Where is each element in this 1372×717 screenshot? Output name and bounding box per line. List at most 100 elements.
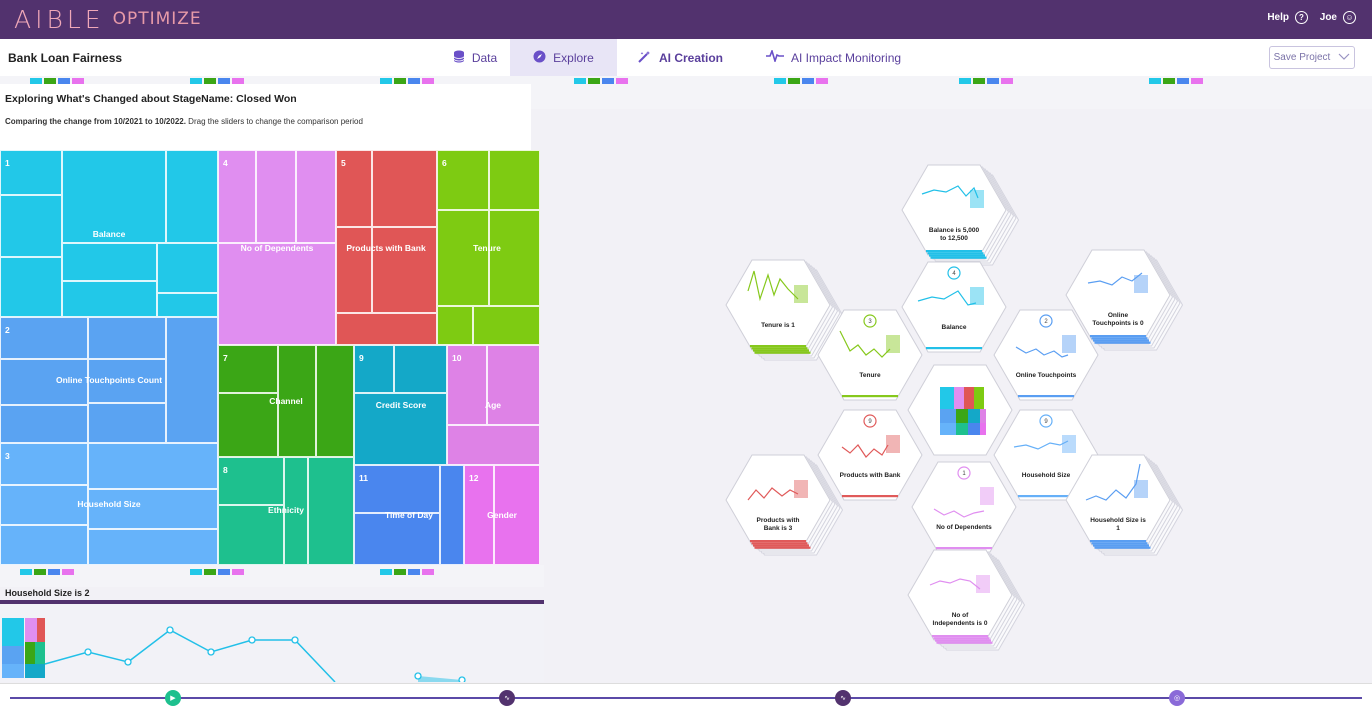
treemap-subcell[interactable] [437,150,489,210]
hex-node-products-with-bank[interactable]: Products with Bank 9 [817,409,923,501]
treemap-subcell[interactable] [354,393,447,465]
hex-shape [817,409,923,501]
hex-node-no-of-dependents[interactable]: No of Dependents 1 [911,461,1017,553]
treemap-subcell[interactable] [218,505,284,565]
treemap-subcell[interactable] [157,293,218,317]
user-menu[interactable]: Joe ☺ [1320,11,1356,24]
hex-node-household-size-is-1[interactable]: Household Size is1 [1065,454,1184,556]
treemap-subcell[interactable] [166,150,218,243]
timeline-target-icon[interactable]: ◎ [1169,690,1185,706]
app-logo[interactable]: AIBLE OPTIMIZE [14,4,202,34]
treemap-subcell[interactable] [354,345,394,393]
timeline-pulse-icon[interactable]: ∿ [499,690,515,706]
tab-ai-creation[interactable]: AI Creation [638,39,723,76]
treemap-subcell[interactable] [157,243,218,293]
treemap-subcell[interactable] [0,195,62,257]
treemap-subcell[interactable] [166,317,218,443]
treemap-subcell[interactable] [440,465,464,565]
hex-node-tenure[interactable]: Tenure 3 [817,309,923,401]
hex-node-balance[interactable]: Balance 4 [901,261,1007,353]
treemap-group-credit-score[interactable]: 9 Credit Score [354,345,447,465]
treemap-subcell[interactable] [336,313,437,345]
treemap-subcell[interactable] [473,306,540,345]
treemap-subcell[interactable] [0,317,88,359]
treemap-subcell[interactable] [437,306,473,345]
logo-main-text: AIBLE [14,4,105,34]
treemap-group-online-touchpoints-count[interactable]: 2 Online Touchpoints Count [0,317,218,443]
treemap-subcell[interactable] [284,457,308,565]
treemap-subcell[interactable] [437,210,489,306]
treemap-subcell[interactable] [62,281,157,317]
treemap-subcell[interactable] [0,443,88,485]
center-mini-cell [980,409,986,423]
tab-explore[interactable]: Explore [510,39,617,78]
treemap-subcell[interactable] [308,457,354,565]
treemap-subcell[interactable] [372,150,437,227]
treemap-subcell[interactable] [218,393,278,457]
treemap-subcell[interactable] [278,345,316,457]
hex-badge [863,414,877,428]
treemap-group-age[interactable]: 10 Age [447,345,540,465]
treemap-subcell[interactable] [316,345,354,457]
treemap-subcell[interactable] [447,425,540,465]
hex-badge [947,266,961,280]
treemap-subcell[interactable] [62,243,157,281]
treemap-subcell[interactable] [372,227,437,313]
hex-metric-bar [754,546,811,549]
treemap-subcell[interactable] [447,345,487,425]
treemap-subcell[interactable] [62,150,166,243]
tab-ai-impact-monitoring[interactable]: AI Impact Monitoring [766,39,901,76]
tab-data[interactable]: Data [440,39,510,76]
treemap-subcell[interactable] [354,465,440,513]
treemap-subcell[interactable] [296,150,336,243]
treemap-group-tenure[interactable]: 6 Tenure [437,150,540,345]
treemap-subcell[interactable] [394,345,447,393]
hex-metric-bar [1018,495,1074,498]
treemap-subcell[interactable] [0,359,88,405]
treemap-group-channel[interactable]: 7 Channel [218,345,354,457]
treemap-group-products-with-bank[interactable]: 5 Products with Bank [336,150,437,345]
treemap-subcell[interactable] [489,210,540,306]
treemap-subcell[interactable] [88,317,166,359]
treemap-subcell[interactable] [218,345,278,393]
treemap-group-time-of-day[interactable]: 11 Time of Day [354,465,464,565]
treemap-subcell[interactable] [336,150,372,227]
timeline-video-icon[interactable]: ▶ [165,690,181,706]
treemap-group-ethnicity[interactable]: 8 Ethnicity [218,457,354,565]
treemap-subcell[interactable] [0,150,62,195]
treemap-subcell[interactable] [256,150,296,243]
help-button[interactable]: Help ? [1267,11,1308,24]
treemap-subcell[interactable] [354,513,440,565]
treemap-subcell[interactable] [218,457,284,505]
timeline-pulse-icon[interactable]: ∿ [835,690,851,706]
treemap-subcell[interactable] [88,489,218,529]
treemap-subcell[interactable] [336,227,372,313]
treemap-subcell[interactable] [464,465,494,565]
save-project-button[interactable]: Save Project [1269,46,1355,69]
treemap-subcell[interactable] [0,485,88,525]
treemap-subcell[interactable] [88,529,218,565]
treemap-subcell[interactable] [0,257,62,317]
hex-metric-bar [751,542,808,545]
treemap-subcell[interactable] [88,359,166,403]
treemap-subcell[interactable] [0,525,88,565]
hex-node-tenure-is-1[interactable]: Tenure is 1 [725,259,844,361]
treemap-group-balance[interactable]: 1 Balance [0,150,218,317]
treemap-subcell[interactable] [218,243,336,345]
treemap-subcell[interactable] [218,150,256,243]
treemap-subcell[interactable] [489,150,540,210]
treemap-subcell[interactable] [0,405,88,443]
treemap-subcell[interactable] [487,345,540,425]
hex-node-online-touchpoints[interactable]: Online Touchpoints 2 [993,309,1099,401]
treemap-subcell[interactable] [88,443,218,489]
treemap-group-household-size[interactable]: 3 Household Size [0,443,218,565]
treemap-group-gender[interactable]: 12 Gender [464,465,540,565]
treemap-subcell[interactable] [494,465,540,565]
treemap-group-no-of-dependents[interactable]: 4 No of Dependents [218,150,336,345]
hex-node-household-size[interactable]: Household Size 9 [993,409,1099,501]
treemap-subcell[interactable] [88,403,166,443]
